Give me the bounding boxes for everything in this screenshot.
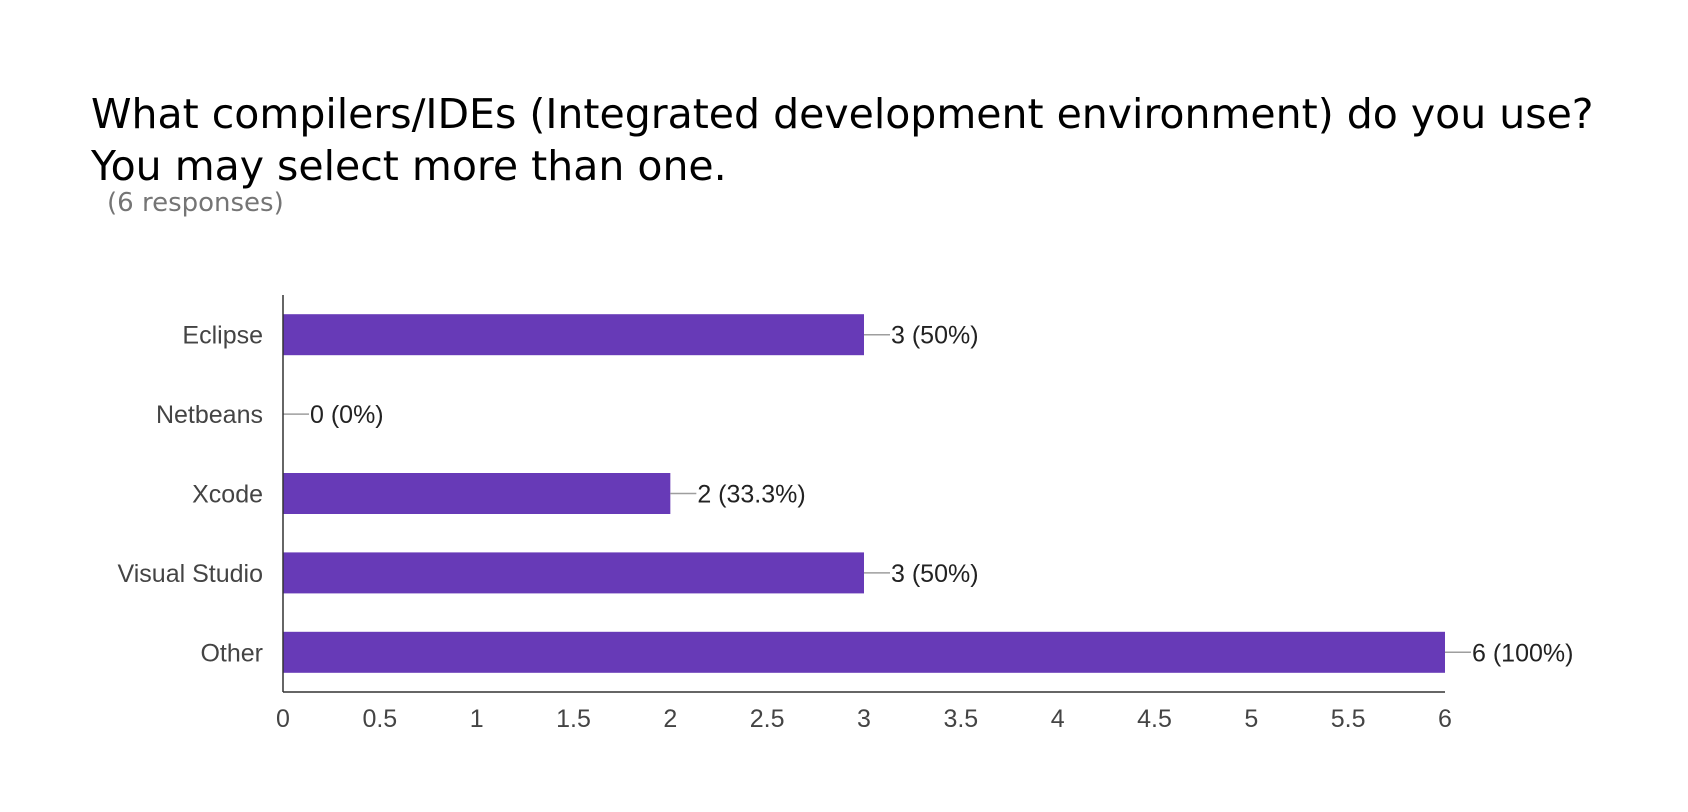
- data-label: 6 (100%): [1472, 639, 1573, 667]
- x-tick-label: 5: [1244, 705, 1258, 733]
- bar[interactable]: [283, 473, 671, 514]
- response-count: (6 responses): [107, 188, 284, 218]
- category-label: Other: [200, 639, 263, 667]
- category-label: Visual Studio: [118, 560, 263, 588]
- category-label: Netbeans: [156, 401, 263, 429]
- category-label: Xcode: [192, 481, 263, 509]
- data-label: 0 (0%): [310, 401, 384, 429]
- x-tick-label: 2.5: [750, 705, 785, 733]
- x-tick-label: 6: [1438, 705, 1452, 733]
- x-tick-label: 4: [1051, 705, 1065, 733]
- x-tick-label: 3.5: [943, 705, 978, 733]
- x-tick-label: 1: [470, 705, 484, 733]
- x-tick-label: 0: [276, 705, 290, 733]
- bar[interactable]: [283, 631, 1445, 673]
- x-tick-label: 0.5: [362, 705, 397, 733]
- x-tick-label: 4.5: [1137, 705, 1172, 733]
- x-tick-label: 5.5: [1331, 705, 1366, 733]
- data-label: 3 (50%): [891, 560, 979, 588]
- bar[interactable]: [283, 314, 864, 356]
- data-label: 3 (50%): [891, 322, 979, 350]
- bar[interactable]: [283, 552, 864, 594]
- x-tick-label: 3: [857, 705, 871, 733]
- x-tick-label: 2: [663, 705, 677, 733]
- x-tick-label: 1.5: [556, 705, 591, 733]
- category-label: Eclipse: [182, 322, 263, 350]
- chart-title: What compilers/IDEs (Integrated developm…: [91, 90, 1594, 190]
- data-label: 2 (33.3%): [697, 481, 805, 509]
